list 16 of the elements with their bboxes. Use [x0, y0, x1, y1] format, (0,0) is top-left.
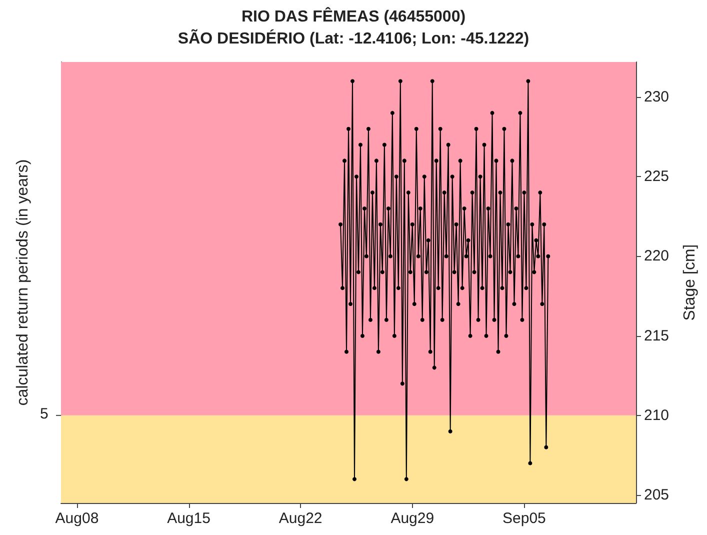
y2-tick-label: 210 [644, 406, 670, 424]
y2-tick-label: 205 [644, 486, 670, 504]
chart-subtitle: SÃO DESIDÉRIO (Lat: -12.4106; Lon: -45.1222) [178, 28, 530, 48]
x-tick-label: Aug22 [278, 510, 322, 527]
x-tick-label: Aug08 [55, 510, 99, 527]
text: 5 [40, 405, 48, 422]
y-axis-title: calculated return periods (in years) [14, 159, 32, 406]
y2-tick-label: 225 [644, 168, 670, 186]
y2-axis-title: Stage [cm] [682, 244, 698, 321]
chart-title: RIO DAS FÊMEAS (46455000) [241, 6, 466, 26]
y2-tick-label: 220 [644, 248, 670, 265]
x-tick-label: Aug15 [167, 510, 210, 527]
y2-tick-label: 215 [644, 327, 670, 344]
x-tick-label: Aug29 [390, 510, 434, 527]
y2-tick-label: 230 [644, 88, 670, 106]
x-tick-label: Sep05 [502, 510, 546, 527]
